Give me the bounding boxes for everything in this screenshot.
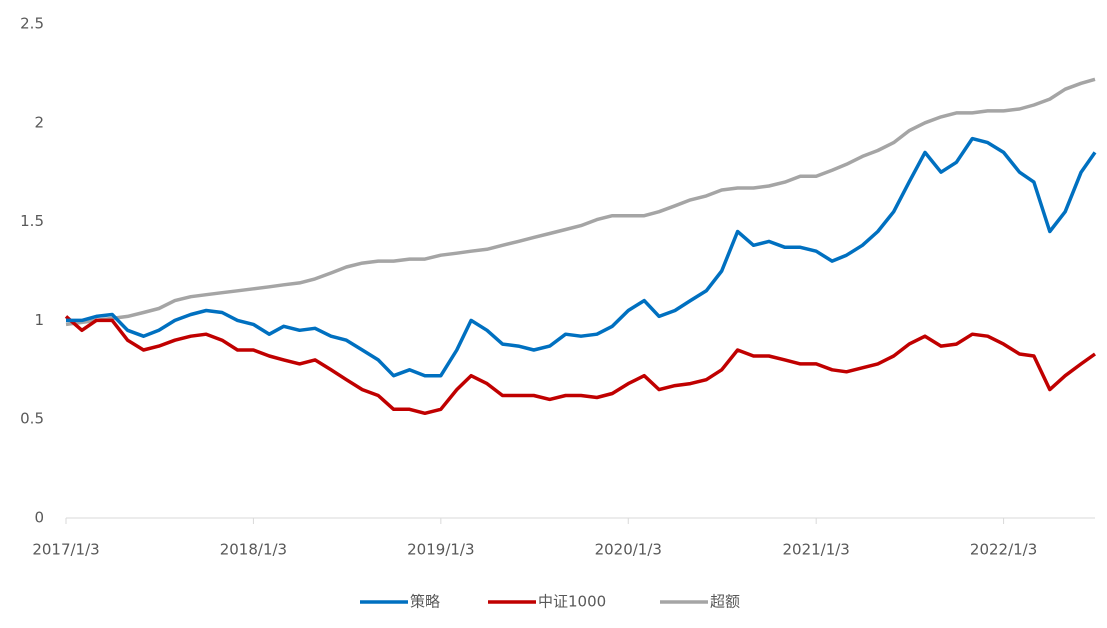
y-tick-label: 1 bbox=[34, 311, 44, 329]
legend-label: 中证1000 bbox=[538, 593, 606, 611]
series-line bbox=[65, 77, 1096, 327]
x-tick-label: 2017/1/3 bbox=[32, 541, 99, 559]
x-tick-label: 2019/1/3 bbox=[407, 541, 474, 559]
y-tick-label: 1.5 bbox=[20, 212, 44, 230]
y-tick-label: 0.5 bbox=[20, 410, 44, 428]
y-tick-label: 2 bbox=[34, 113, 44, 131]
x-tick-label: 2020/1/3 bbox=[595, 541, 662, 559]
x-tick-label: 2022/1/3 bbox=[970, 541, 1037, 559]
x-tick-label: 2018/1/3 bbox=[220, 541, 287, 559]
x-tick-label: 2021/1/3 bbox=[782, 541, 849, 559]
y-tick-label: 0 bbox=[34, 509, 44, 527]
series-line bbox=[64, 315, 1097, 416]
legend-label: 超额 bbox=[710, 593, 740, 611]
y-tick-label: 2.5 bbox=[20, 15, 44, 33]
legend-label: 策略 bbox=[410, 593, 440, 611]
series-line bbox=[66, 136, 1097, 378]
